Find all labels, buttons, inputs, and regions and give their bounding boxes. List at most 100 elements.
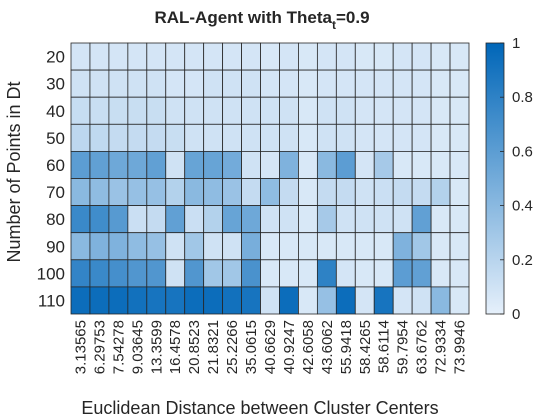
heatmap-cell xyxy=(184,205,205,234)
heatmap-cell xyxy=(316,232,337,261)
y-tick-label: 50 xyxy=(46,129,65,148)
heatmap-cell xyxy=(449,96,470,125)
heatmap-cell xyxy=(316,69,337,98)
heatmap-cell xyxy=(354,178,375,207)
heatmap-cell xyxy=(184,42,205,71)
heatmap-cell xyxy=(146,42,167,71)
heatmap-cell xyxy=(411,205,432,234)
heatmap-cell xyxy=(354,69,375,98)
heatmap-cell xyxy=(335,232,356,261)
heatmap-cell xyxy=(449,123,470,152)
heatmap-cell xyxy=(89,259,110,288)
colorbar-tick-label: 0.8 xyxy=(512,89,533,106)
heatmap-cell xyxy=(354,205,375,234)
x-tick-label: 3.13565 xyxy=(72,320,89,374)
heatmap-cell xyxy=(70,96,91,125)
heatmap-cell xyxy=(298,42,318,71)
x-tick-label: 72.9334 xyxy=(433,320,450,374)
x-tick-label: 35.0615 xyxy=(243,320,260,374)
heatmap-cell xyxy=(203,286,224,315)
heatmap-cell xyxy=(165,286,186,315)
heatmap-cell xyxy=(70,42,91,71)
heatmap-cell xyxy=(298,123,318,152)
heatmap-cell xyxy=(411,123,432,152)
heatmap-cell xyxy=(373,150,394,179)
heatmap-cell xyxy=(165,259,186,288)
heatmap-cell xyxy=(373,286,394,315)
heatmap-cell xyxy=(392,286,413,315)
heatmap-cell xyxy=(449,205,470,234)
heatmap-cell xyxy=(108,259,129,288)
x-axis-label: Euclidean Distance between Cluster Cente… xyxy=(81,398,438,418)
heatmap-cell xyxy=(203,42,224,71)
heatmap-cell xyxy=(165,150,186,179)
heatmap-cell xyxy=(279,69,299,98)
heatmap-cell xyxy=(354,96,375,125)
heatmap-cell xyxy=(449,259,470,288)
heatmap-cell xyxy=(203,69,224,98)
heatmap-cell xyxy=(449,232,470,261)
heatmap-cell xyxy=(222,286,242,315)
heatmap-cell xyxy=(89,69,110,98)
heatmap-cell xyxy=(222,232,242,261)
colorbar-tick-label: 0 xyxy=(512,306,520,323)
chart-title-suffix: =0.9 xyxy=(336,8,370,27)
heatmap-cell xyxy=(146,205,167,234)
heatmap-cell xyxy=(127,96,148,125)
heatmap-cell xyxy=(127,232,148,261)
heatmap-cell xyxy=(411,232,432,261)
heatmap-cell xyxy=(184,69,205,98)
heatmap-cell xyxy=(392,69,413,98)
x-tick-label: 63.6762 xyxy=(414,320,431,374)
heatmap-cell xyxy=(260,178,280,207)
heatmap-cell xyxy=(203,259,224,288)
heatmap-cell xyxy=(241,69,261,98)
heatmap-cell xyxy=(335,69,356,98)
heatmap-cell xyxy=(316,123,337,152)
heatmap-cell xyxy=(298,69,318,98)
heatmap-cell xyxy=(165,178,186,207)
heatmap-cell xyxy=(430,42,451,71)
heatmap-cell xyxy=(165,42,186,71)
heatmap-cell xyxy=(392,123,413,152)
heatmap-cell xyxy=(335,286,356,315)
heatmap-cell xyxy=(70,259,91,288)
heatmap-cell xyxy=(127,42,148,71)
heatmap-cell xyxy=(127,205,148,234)
heatmap-cell xyxy=(373,232,394,261)
y-tick-label: 20 xyxy=(46,48,65,67)
heatmap-cell xyxy=(430,205,451,234)
heatmap-cell xyxy=(108,123,129,152)
heatmap-cell xyxy=(241,178,261,207)
heatmap-cell xyxy=(184,259,205,288)
heatmap-cell xyxy=(392,42,413,71)
heatmap-cell xyxy=(241,286,261,315)
heatmap-cell xyxy=(430,259,451,288)
heatmap-cell xyxy=(260,205,280,234)
x-tick-label: 7.54278 xyxy=(110,320,127,374)
heatmap-cell xyxy=(392,178,413,207)
y-tick-label: 30 xyxy=(46,75,65,94)
heatmap-cell xyxy=(392,232,413,261)
x-tick-label: 13.3599 xyxy=(148,320,165,374)
heatmap-cell xyxy=(316,150,337,179)
heatmap-cell xyxy=(316,178,337,207)
heatmap-cell xyxy=(89,232,110,261)
heatmap-cell xyxy=(241,232,261,261)
heatmap-cell xyxy=(335,205,356,234)
heatmap-cell xyxy=(108,286,129,315)
heatmap-cells xyxy=(70,42,470,315)
heatmap-cell xyxy=(241,123,261,152)
heatmap-cell xyxy=(108,232,129,261)
colorbar-tick-label: 1 xyxy=(512,35,520,52)
heatmap-cell xyxy=(260,259,280,288)
heatmap-cell xyxy=(203,123,224,152)
heatmap-cell xyxy=(298,232,318,261)
heatmap-cell xyxy=(373,259,394,288)
heatmap-cell xyxy=(127,123,148,152)
colorbar xyxy=(485,42,505,315)
heatmap-cell xyxy=(373,69,394,98)
heatmap-cell xyxy=(430,69,451,98)
heatmap-cell xyxy=(449,69,470,98)
heatmap-cell xyxy=(279,178,299,207)
